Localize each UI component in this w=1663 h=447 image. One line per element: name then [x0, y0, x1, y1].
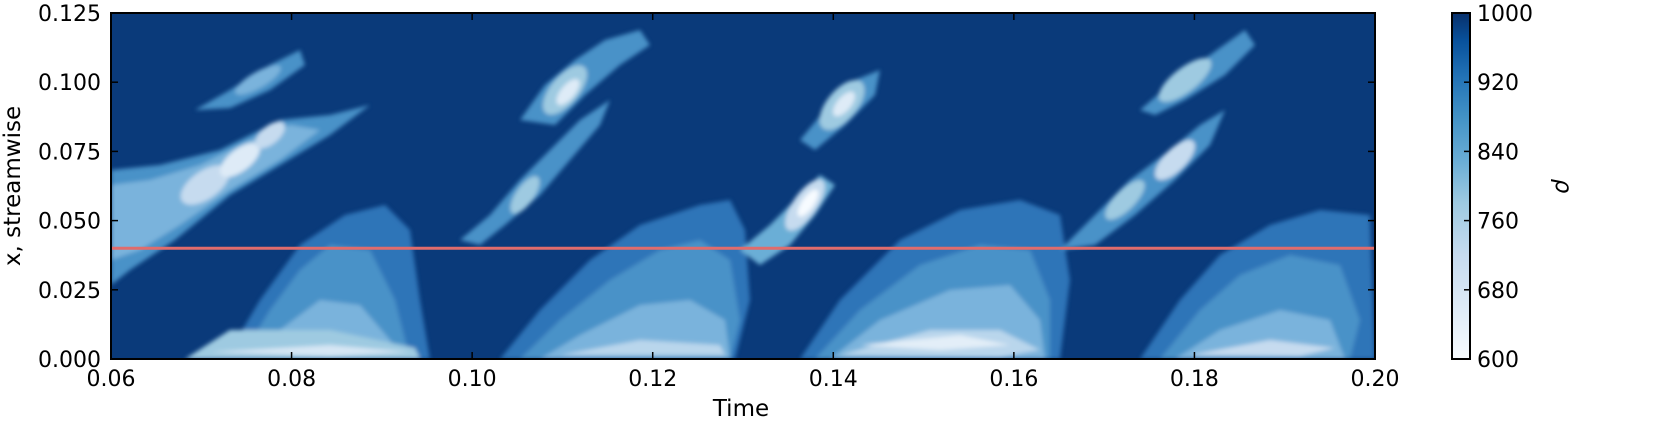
fan-region-1	[185, 205, 430, 359]
y-tick-label: 0.050	[38, 210, 101, 235]
colorbar-tick-label: 920	[1477, 71, 1519, 96]
y-tick-label: 0.100	[38, 71, 101, 96]
y-tick-label: 0.075	[38, 140, 101, 165]
fan-region-2	[500, 200, 750, 359]
plume-region-3	[740, 70, 880, 265]
colorbar-tick-label: 840	[1477, 140, 1519, 165]
y-axis-label: x, streamwise	[0, 106, 26, 266]
y-tick-label: 0.000	[38, 348, 101, 373]
plot-area	[110, 12, 1376, 360]
x-tick-label: 0.14	[809, 367, 858, 392]
x-tick-label: 0.12	[628, 367, 677, 392]
x-tick-label: 0.08	[267, 367, 316, 392]
plot-frame	[110, 12, 1376, 360]
colorbar-tick-label: 760	[1477, 210, 1519, 235]
plume-region-2	[460, 30, 650, 245]
colorbar-tick-label: 1000	[1477, 2, 1533, 27]
colorbar-tick-label: 680	[1477, 279, 1519, 304]
plume-region-1	[111, 50, 370, 285]
x-tick-label: 0.18	[1170, 367, 1219, 392]
fan-region-3	[800, 200, 1070, 359]
y-axis: 0.000 0.025 0.050 0.075 0.100 0.125	[38, 2, 1375, 373]
x-tick-label: 0.20	[1351, 367, 1400, 392]
x-tick-label: 0.10	[448, 367, 497, 392]
y-tick-label: 0.125	[38, 2, 101, 27]
x-tick-label: 0.06	[87, 367, 136, 392]
colorbar-tick-label: 600	[1477, 348, 1519, 373]
x-axis: 0.06 0.08 0.10 0.12 0.14 0.16 0.18 0.20	[87, 13, 1400, 392]
x-tick-label: 0.16	[989, 367, 1038, 392]
colorbar-label: ρ	[1550, 179, 1576, 194]
colorbar: 600 680 760 840 920 1000 ρ	[1451, 2, 1576, 373]
plume-region-4	[1060, 30, 1255, 250]
y-tick-label: 0.025	[38, 279, 101, 304]
colorbar-ticks: 600 680 760 840 920 1000	[1464, 2, 1533, 373]
colorbar-gradient	[1451, 12, 1471, 360]
x-axis-label: Time	[712, 396, 769, 422]
fan-region-4	[1140, 210, 1375, 359]
